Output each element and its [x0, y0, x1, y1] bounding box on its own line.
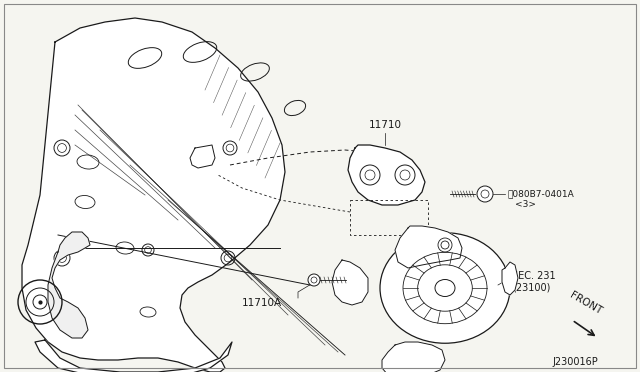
Ellipse shape — [380, 233, 510, 343]
Ellipse shape — [435, 279, 455, 296]
Text: SEC. 231: SEC. 231 — [512, 271, 556, 281]
Text: Ⓑ080B7-0401A: Ⓑ080B7-0401A — [508, 189, 575, 199]
Text: (23100): (23100) — [512, 283, 550, 293]
Text: FRONT: FRONT — [568, 290, 604, 316]
Circle shape — [308, 274, 320, 286]
Polygon shape — [382, 342, 445, 372]
Polygon shape — [395, 226, 462, 268]
Polygon shape — [348, 145, 425, 205]
Polygon shape — [48, 232, 90, 338]
Polygon shape — [332, 260, 368, 305]
Text: 11710: 11710 — [369, 120, 401, 130]
Circle shape — [477, 186, 493, 202]
Text: J230016P: J230016P — [552, 357, 598, 367]
Polygon shape — [35, 340, 232, 372]
Polygon shape — [502, 262, 518, 295]
Text: <3>: <3> — [515, 199, 536, 208]
Text: 11710A: 11710A — [242, 298, 282, 308]
Polygon shape — [22, 18, 285, 372]
